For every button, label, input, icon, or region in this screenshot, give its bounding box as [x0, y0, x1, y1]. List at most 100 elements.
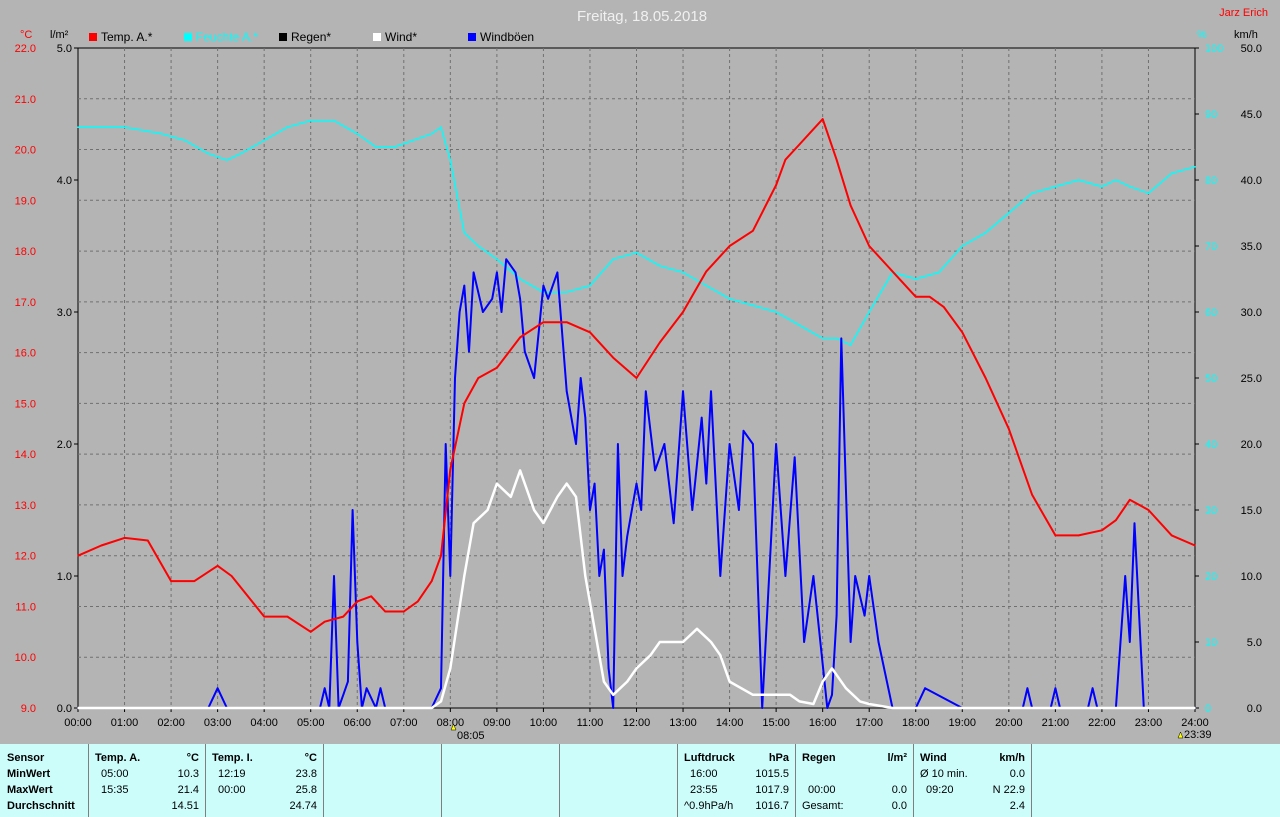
legend-label-wind: Wind*: [385, 30, 417, 44]
data-point-temp-a: [565, 321, 568, 324]
data-point-windb-en: [621, 575, 624, 577]
stats-col-sensor: Sensor MinWert MaxWert Durchschnitt: [0, 744, 89, 817]
data-point-wind: [752, 694, 754, 696]
data-point-feuchte-a: [915, 278, 917, 280]
data-point-temp-a: [440, 554, 442, 557]
data-point-windb-en: [775, 443, 777, 445]
data-point-wind: [626, 680, 628, 683]
x-tick-label: 16:00: [809, 717, 837, 729]
data-point-wind: [575, 496, 577, 498]
data-point-feuchte-a: [589, 284, 591, 287]
data-point-feuchte-a: [77, 126, 79, 128]
unit-wind-label: km/h: [1234, 29, 1258, 41]
data-point-feuchte-a: [1194, 166, 1196, 168]
x-tick-label: 24:00: [1181, 717, 1209, 729]
data-point-temp-a: [1147, 509, 1150, 511]
data-point-windb-en: [840, 337, 843, 340]
data-point-wind: [831, 667, 833, 670]
data-point-feuchte-a: [849, 344, 852, 346]
x-tick-label: 09:00: [483, 717, 511, 729]
data-point-windb-en: [365, 687, 368, 689]
data-point-windb-en: [719, 575, 722, 577]
x-tick-label: 05:00: [297, 717, 325, 729]
rain-unit: l/m²: [887, 752, 907, 764]
data-point-temp-a: [77, 554, 79, 557]
data-point-wind: [891, 707, 894, 709]
data-point-windb-en: [584, 416, 587, 419]
data-point-temp-a: [100, 544, 103, 547]
author-label: Jarz Erich: [1219, 7, 1268, 19]
temp-a-max-value: 21.4: [177, 784, 199, 796]
data-point-wind: [430, 707, 433, 709]
data-point-wind: [728, 680, 731, 683]
data-point-windb-en: [663, 443, 666, 445]
data-point-windb-en: [868, 575, 870, 577]
data-point-windb-en: [831, 694, 833, 696]
data-point-feuchte-a: [123, 126, 126, 128]
data-point-wind: [859, 700, 861, 703]
chart-title: Freitag, 18.05.2018: [577, 8, 707, 25]
data-point-feuchte-a: [440, 126, 442, 128]
data-point-feuchte-a: [1054, 185, 1057, 188]
temp-tick-label: 13.0: [15, 500, 36, 512]
wind-tick-label: 40.0: [1241, 175, 1262, 187]
data-point-feuchte-a: [1170, 172, 1173, 175]
rain-tick-label: 3.0: [57, 307, 72, 319]
data-point-temp-a: [193, 580, 196, 582]
data-point-feuchte-a: [477, 245, 480, 247]
temp-i-min-time: 12:19: [218, 768, 246, 780]
data-point-temp-a: [370, 595, 373, 598]
data-point-feuchte-a: [961, 245, 964, 247]
x-tick-label: 10:00: [530, 717, 558, 729]
data-point-windb-en: [617, 443, 619, 445]
temp-i-max-value: 25.8: [295, 784, 317, 796]
pressure-header: Luftdruck: [684, 752, 735, 764]
data-point-temp-a: [942, 306, 945, 308]
data-point-temp-a: [1031, 494, 1033, 496]
data-point-windb-en: [863, 614, 866, 617]
data-point-windb-en: [356, 641, 359, 643]
data-point-temp-a: [417, 600, 419, 603]
stats-row-min: MinWert: [7, 768, 51, 780]
humidity-tick-label: 0: [1205, 703, 1211, 715]
data-point-wind: [584, 575, 587, 577]
x-tick-label: 06:00: [343, 717, 371, 729]
data-point-windb-en: [482, 311, 484, 313]
data-point-feuchte-a: [519, 278, 521, 280]
data-point-windb-en: [351, 509, 354, 511]
data-point-feuchte-a: [821, 337, 824, 340]
data-point-windb-en: [738, 509, 740, 511]
rain-tick-label: 1.0: [57, 571, 72, 583]
data-point-windb-en: [333, 575, 335, 577]
data-point-feuchte-a: [984, 232, 987, 234]
data-point-feuchte-a: [705, 284, 708, 287]
wind-tick-label: 15.0: [1241, 505, 1262, 517]
data-point-windb-en: [603, 548, 605, 551]
data-point-windb-en: [626, 535, 628, 538]
data-point-temp-a: [147, 539, 149, 542]
data-point-feuchte-a: [798, 324, 801, 327]
data-point-wind: [556, 496, 559, 498]
rain-max-value: 0.0: [891, 784, 907, 796]
temp-tick-label: 20.0: [15, 145, 36, 157]
legend-label-rain: Regen*: [291, 30, 331, 44]
data-point-windb-en: [640, 509, 642, 511]
data-point-feuchte-a: [1031, 192, 1033, 194]
data-point-feuchte-a: [207, 152, 210, 155]
x-tick-label: 13:00: [669, 717, 697, 729]
temp-tick-label: 14.0: [15, 449, 36, 461]
data-point-feuchte-a: [1101, 185, 1103, 188]
data-point-feuchte-a: [496, 258, 498, 261]
data-point-temp-a: [728, 245, 731, 247]
temp-a-min-value: 10.3: [177, 768, 199, 780]
data-point-feuchte-a: [333, 119, 335, 122]
unit-temp-label: °C: [20, 29, 32, 41]
data-point-windb-en: [500, 311, 503, 313]
data-point-windb-en: [1054, 687, 1057, 689]
data-point-windb-en: [342, 694, 345, 696]
data-point-windb-en: [463, 284, 466, 287]
pressure-max-time: 23:55: [690, 784, 718, 796]
data-point-temp-a: [286, 615, 289, 618]
stats-col-pressure: Luftdruck hPa 16:00 1015.5 23:55 1017.9 …: [678, 744, 796, 817]
data-point-temp-a: [309, 631, 312, 633]
